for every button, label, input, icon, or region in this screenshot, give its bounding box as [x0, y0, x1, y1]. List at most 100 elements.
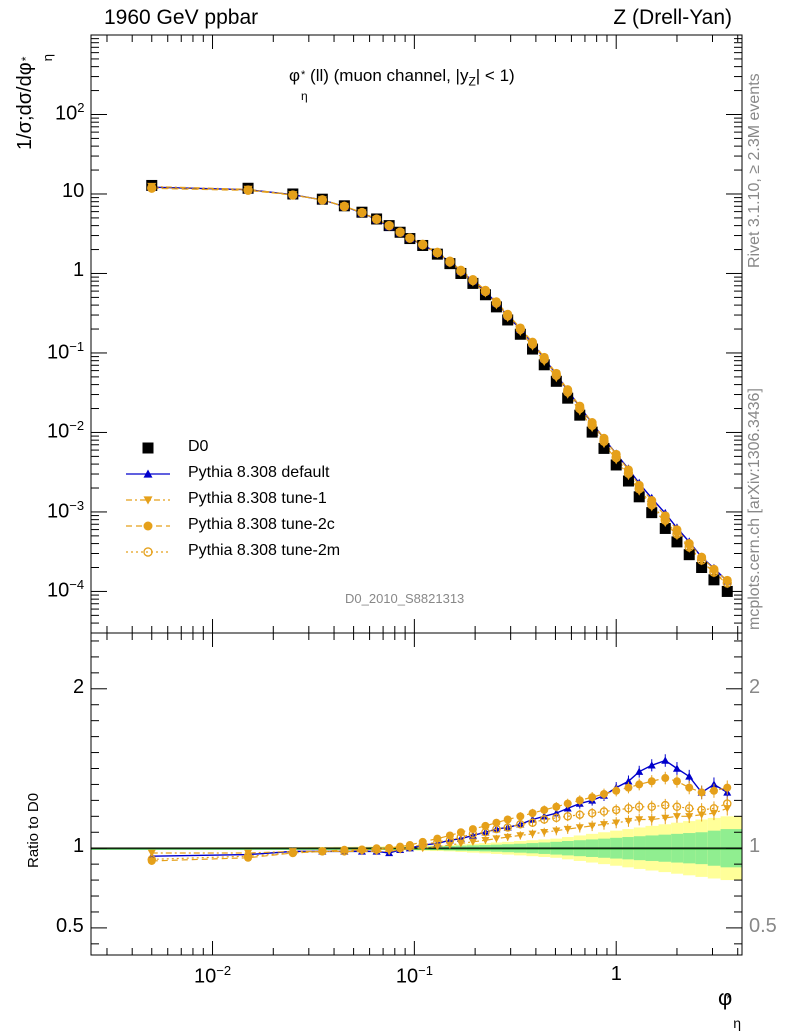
ratio-point-4	[481, 828, 490, 837]
ratio-point-4	[147, 855, 157, 864]
ratio-point-3	[540, 805, 549, 814]
data-point-d0	[646, 507, 658, 519]
ratio-point-3	[492, 818, 501, 827]
ratio-point-4	[684, 804, 694, 813]
ratio-point-4	[243, 851, 253, 861]
ratio-point-2	[244, 849, 253, 857]
main-point-3	[563, 385, 573, 395]
plot-title: φ * η (ll) (muon channel, |yZ| < 1)	[289, 66, 515, 103]
ratio-point-3	[661, 774, 670, 783]
y-label-text: 1/σ;dσ/dφ	[14, 62, 36, 150]
ratio-point-2	[661, 814, 670, 822]
y-label-sup: *	[19, 56, 33, 62]
y-tick-label-main: 10−4	[47, 577, 85, 603]
ratio-point-4	[634, 802, 644, 812]
y-tick-label-ratio: 2	[73, 675, 85, 698]
main-point-4	[722, 578, 732, 588]
ratio-point-1	[685, 772, 694, 780]
ratio-point-3	[612, 786, 621, 795]
ratio-point-3	[563, 799, 572, 808]
data-point-d0	[683, 549, 695, 561]
ratio-point-4	[445, 835, 455, 845]
y-tick-label-main: 1	[73, 259, 85, 282]
main-point-4	[562, 387, 573, 397]
series-layer	[146, 179, 733, 865]
ratio-point-4	[516, 820, 525, 829]
main-point-4	[395, 227, 405, 237]
data-point-d0	[586, 426, 598, 438]
main-point-4	[468, 275, 478, 286]
x-label-text: φ	[718, 985, 733, 1010]
title-phi-sup: *	[301, 69, 306, 81]
main-point-2	[623, 471, 633, 481]
main-point-4	[575, 403, 585, 414]
main-point-3	[722, 575, 732, 585]
ratio-point-4	[672, 802, 682, 812]
main-point-4	[432, 248, 443, 258]
ratio-point-2	[588, 822, 597, 830]
main-point-2	[647, 503, 657, 512]
x-tick-label: 1	[610, 963, 622, 985]
ratio-point-4	[503, 823, 512, 832]
y-tick-label-main: 10	[62, 179, 85, 202]
title-y-sub: Z	[468, 74, 476, 89]
ratio-point-1	[647, 761, 656, 769]
ratio-point-4	[697, 805, 706, 815]
main-point-4	[357, 207, 367, 218]
main-point-4	[339, 201, 350, 212]
main-point-4	[587, 420, 597, 430]
main-point-4	[684, 542, 694, 552]
ratio-point-2	[481, 837, 490, 845]
ratio-point-4	[624, 804, 633, 813]
main-point-3	[339, 201, 349, 211]
ratio-point-1	[661, 756, 670, 764]
y-tick-label-main: 10−2	[47, 418, 85, 444]
main-point-4	[288, 190, 298, 200]
ratio-point-3	[723, 783, 732, 792]
ratio-point-3	[503, 815, 512, 824]
ratio-point-3	[516, 812, 525, 821]
y-tick-label-ratio-right: 2	[749, 675, 761, 698]
ratio-point-2	[647, 816, 656, 824]
main-point-4	[696, 555, 707, 565]
data-point-d0	[610, 459, 622, 471]
main-point-4	[418, 240, 428, 250]
ratio-point-4	[709, 804, 719, 813]
main-point-3	[384, 221, 394, 231]
legend-entry: Pythia 8.308 tune-1	[188, 490, 327, 507]
ratio-point-4	[395, 843, 405, 853]
main-point-3	[575, 401, 585, 411]
y-tick-label-main: 10−3	[47, 497, 85, 523]
main-point-3	[599, 433, 609, 443]
main-point-3	[405, 233, 415, 243]
main-point-4	[709, 567, 719, 577]
ratio-point-4	[647, 802, 656, 812]
ratio-point-1	[624, 777, 633, 785]
y-axis-label-main: 1/σ;dσ/dφ * η	[14, 52, 55, 150]
rivet-version-text: Rivet 3.1.10, ≥ 2.3M events	[746, 73, 763, 268]
ratio-point-4	[552, 813, 561, 823]
x-tick-label: 10−2	[194, 963, 232, 988]
ratio-point-4	[723, 799, 732, 808]
main-point-3	[317, 195, 327, 205]
ratio-point-4	[418, 840, 427, 850]
data-point-d0	[622, 475, 634, 487]
ratio-point-3	[685, 783, 694, 792]
ratio-point-3	[647, 777, 656, 786]
title-phi: φ	[289, 66, 301, 85]
main-point-4	[405, 233, 415, 243]
legend-markers	[126, 442, 170, 557]
data-point-d0	[721, 585, 733, 597]
ratio-point-4	[575, 810, 585, 819]
ratio-point-4	[611, 805, 621, 815]
main-point-4	[515, 324, 526, 335]
main-point-2	[611, 456, 621, 465]
y-axis-label-ratio: Ratio to D0	[25, 792, 42, 868]
main-point-3	[709, 564, 719, 574]
ratio-point-2	[468, 838, 477, 846]
main-point-3	[587, 418, 597, 428]
legend-marker	[143, 469, 153, 478]
ratio-point-4	[372, 845, 381, 855]
legend-marker	[143, 547, 153, 557]
main-point-2	[634, 487, 644, 496]
